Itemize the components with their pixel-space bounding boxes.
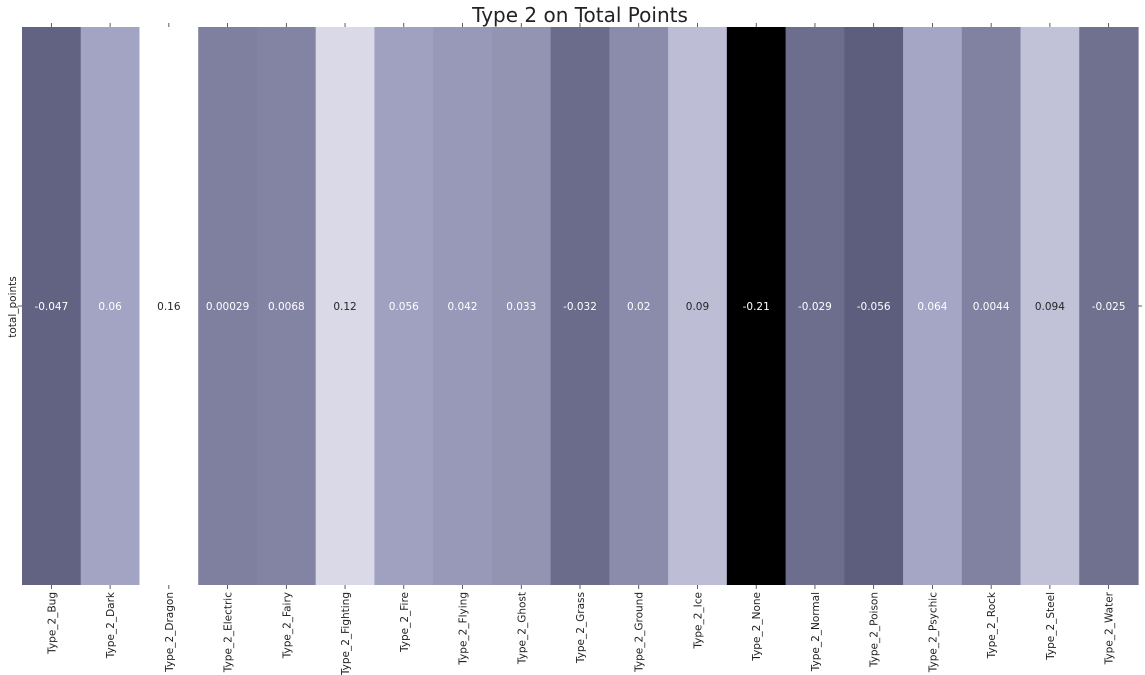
- heatmap-cell-type-2-water: [1079, 27, 1139, 585]
- cell-value-type-2-fire: 0.056: [389, 301, 419, 313]
- x-tick-label-type-2-dragon: Type_2_Dragon: [164, 592, 176, 673]
- heatmap-cell-type-2-poison: [844, 27, 904, 585]
- cell-value-type-2-grass: -0.032: [563, 301, 597, 313]
- heatmap-cell-type-2-fighting: [315, 27, 376, 585]
- cell-value-type-2-none: -0.21: [743, 301, 770, 313]
- cell-value-type-2-water: -0.025: [1092, 301, 1126, 313]
- heatmap-cell-type-2-bug: [22, 27, 82, 585]
- cell-value-type-2-ghost: 0.033: [506, 301, 536, 313]
- cell-value-type-2-electric: 0.00029: [206, 301, 249, 313]
- heatmap-cells: -0.047 0.06 0.16 0.00029 0.0068 0.12 0.056 0.04…: [22, 27, 1139, 585]
- heatmap-cell-type-2-ice: [668, 27, 728, 585]
- x-tick-label-type-2-bug: Type_2_Bug: [46, 592, 58, 655]
- x-tick-label-type-2-fighting: Type_2_Fighting: [340, 592, 352, 675]
- heatmap-cell-type-2-psychic: [903, 27, 963, 585]
- cell-value-type-2-poison: -0.056: [857, 301, 891, 313]
- cell-value-type-2-dark: 0.06: [98, 301, 122, 313]
- x-tick-label-type-2-poison: Type_2_Poison: [869, 592, 881, 668]
- x-tick-label-type-2-water: Type_2_Water: [1104, 591, 1116, 665]
- heatmap-cell-type-2-rock: [961, 27, 1022, 585]
- cell-value-type-2-fighting: 0.12: [333, 301, 356, 313]
- heatmap-cell-type-2-flying: [433, 27, 493, 585]
- cell-value-type-2-ground: 0.02: [627, 301, 650, 313]
- x-tick-label-type-2-steel: Type_2_Steel: [1045, 592, 1057, 661]
- heatmap-cell-type-2-dark: [80, 27, 141, 585]
- row-label-total-points: total_points: [7, 276, 19, 338]
- x-tick-label-type-2-dark: Type_2_Dark: [105, 591, 117, 659]
- cell-value-type-2-bug: -0.047: [34, 301, 68, 313]
- heatmap-cell-type-2-steel: [1020, 27, 1080, 585]
- heatmap-cell-type-2-electric: [198, 27, 258, 585]
- heatmap-ticks: Type_2_Bug Type_2_Dark Type_2_Dragon Type_2…: [18, 23, 1142, 675]
- x-tick-label-type-2-grass: Type_2_Grass: [575, 592, 587, 664]
- cell-value-type-2-rock: 0.0044: [973, 301, 1010, 313]
- x-tick-label-type-2-psychic: Type_2_Psychic: [927, 592, 939, 673]
- cell-value-type-2-normal: -0.029: [798, 301, 832, 313]
- x-tick-label-type-2-ground: Type_2_Ground: [634, 592, 646, 673]
- x-tick-label-type-2-flying: Type_2_Flying: [458, 592, 470, 666]
- x-tick-label-type-2-ghost: Type_2_Ghost: [516, 592, 528, 665]
- cell-value-type-2-dragon: 0.16: [157, 301, 181, 313]
- chart-title: Type 2 on Total Points: [471, 3, 688, 27]
- heatmap-cell-type-2-grass: [550, 27, 610, 585]
- heatmap-cell-type-2-normal: [785, 27, 845, 585]
- x-tick-label-type-2-none: Type_2_None: [751, 592, 763, 662]
- x-tick-label-type-2-electric: Type_2_Electric: [223, 592, 235, 673]
- heatmap-cell-type-2-fairy: [256, 27, 317, 585]
- cell-value-type-2-fairy: 0.0068: [268, 301, 305, 313]
- x-tick-label-type-2-rock: Type_2_Rock: [986, 591, 998, 659]
- cell-value-type-2-steel: 0.094: [1035, 301, 1065, 313]
- cell-value-type-2-flying: 0.042: [447, 301, 477, 313]
- cell-value-type-2-ice: 0.09: [686, 301, 709, 313]
- heatmap-cell-type-2-ghost: [491, 27, 552, 585]
- heatmap-cell-type-2-none: [726, 27, 787, 585]
- x-tick-label-type-2-fairy: Type_2_Fairy: [281, 592, 293, 659]
- x-tick-label-type-2-ice: Type_2_Ice: [692, 592, 704, 650]
- heatmap-cell-type-2-fire: [374, 27, 434, 585]
- x-tick-label-type-2-normal: Type_2_Normal: [810, 592, 822, 672]
- heatmap-cell-type-2-ground: [609, 27, 669, 585]
- cell-value-type-2-psychic: 0.064: [917, 301, 947, 313]
- x-tick-label-type-2-fire: Type_2_Fire: [399, 592, 411, 653]
- heatmap-cell-type-2-dragon: [139, 27, 199, 585]
